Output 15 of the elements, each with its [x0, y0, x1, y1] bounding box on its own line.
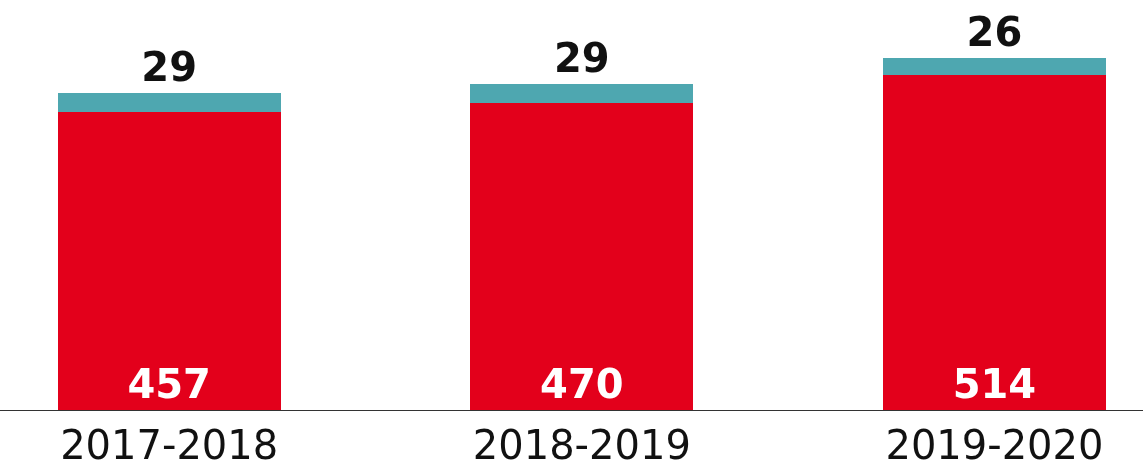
data-label: 29: [553, 35, 610, 82]
bar: [883, 57, 1106, 75]
data-label: 514: [952, 361, 1037, 407]
bar: [57, 92, 281, 112]
bar: [470, 103, 694, 410]
data-label: 457: [127, 361, 211, 407]
x-tick-label: 2019-2020: [885, 422, 1104, 468]
x-tick-label: 2017-2018: [60, 422, 279, 468]
bar: [883, 74, 1106, 410]
x-tick-label: 2018-2019: [472, 422, 691, 468]
bar: [57, 111, 281, 410]
data-label: 26: [966, 8, 1023, 55]
data-label: 29: [141, 43, 198, 90]
data-label: 470: [540, 361, 624, 407]
bar: [470, 84, 694, 104]
